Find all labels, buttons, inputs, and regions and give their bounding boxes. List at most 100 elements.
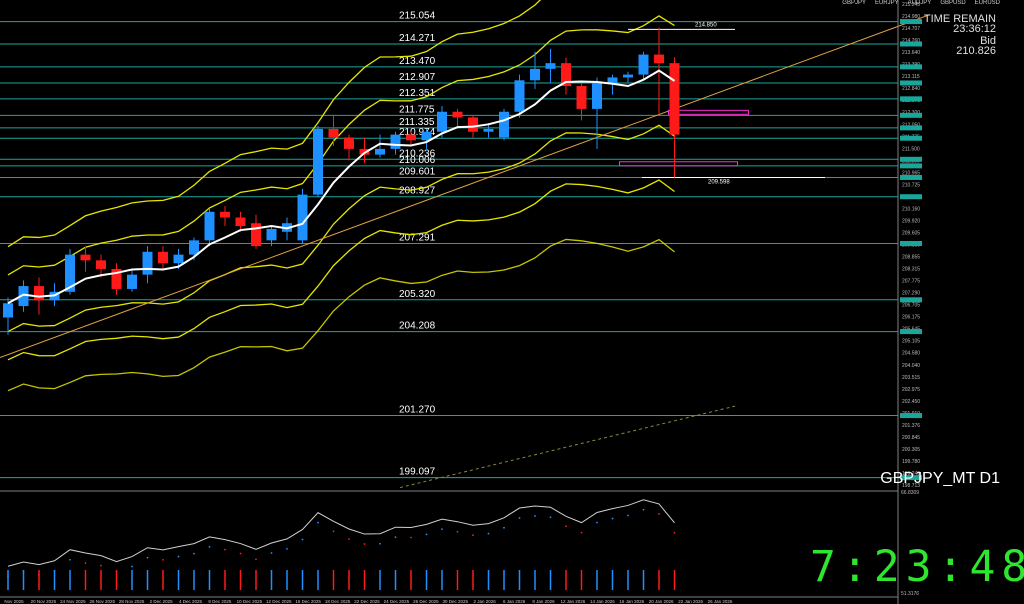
oscillator-dot <box>53 569 56 572</box>
level-axis-tag <box>900 135 922 141</box>
zone-box <box>668 109 749 115</box>
candle-body <box>344 137 354 149</box>
oscillator-dot <box>487 532 490 535</box>
price-tick-label: 213.115 <box>902 74 920 80</box>
oscillator-dot <box>84 562 87 564</box>
candle-body <box>18 286 29 307</box>
candle-body <box>142 251 153 275</box>
oscillator-dot <box>658 513 660 515</box>
price-tick-label: 209.920 <box>902 218 920 224</box>
date-tick-label: 16 Jan 2026 <box>619 599 644 604</box>
symbol-tab[interactable]: EURJPY <box>874 0 899 6</box>
date-axis: Nov 2025 20 Nov 2025 24 Nov 2025 26 Nov 202… <box>0 596 898 604</box>
oscillator-dot <box>472 534 474 537</box>
price-tick-label: 205.105 <box>902 339 920 345</box>
price-axis: 215.245214.980214.707214.260213.640213.3… <box>897 0 922 604</box>
symbol-tab[interactable]: EURUSD <box>974 0 1000 6</box>
candle-body <box>669 63 680 135</box>
candle-body <box>499 111 509 138</box>
date-tick-label: 2 Dec 2025 <box>150 599 174 604</box>
candle-body <box>390 134 401 149</box>
price-tick-label: 214.707 <box>902 26 920 32</box>
level-axis-tag <box>900 475 922 481</box>
price-tick-label: 207.775 <box>902 279 920 285</box>
candle-body <box>607 77 618 84</box>
band-line <box>7 15 675 276</box>
candle-body <box>576 86 587 109</box>
price-tick-label: 208.315 <box>902 267 920 273</box>
level-label: 215.054 <box>399 11 436 22</box>
date-tick-label: Nov 2025 <box>4 599 24 604</box>
level-axis-tag <box>900 297 922 303</box>
price-tick-label: 209.605 <box>902 230 920 236</box>
level-axis-tag <box>900 240 922 246</box>
date-tick-label: 12 Dec 2025 <box>266 599 292 604</box>
oscillator-bottom-label: 51.3176 <box>901 591 919 597</box>
level-label: 208.927 <box>399 186 436 197</box>
level-label: 211.335 <box>399 117 435 128</box>
date-tick-label: 20 Nov 2025 <box>31 599 57 604</box>
date-tick-label: 24 Nov 2025 <box>60 599 86 604</box>
candle-body <box>313 128 323 195</box>
level-label: 212.907 <box>399 72 436 83</box>
candle-body <box>483 128 494 132</box>
oscillator-top-label: 66.8309 <box>901 490 919 496</box>
level-axis-tag <box>900 125 922 131</box>
level-label: 211.775 <box>399 104 435 115</box>
price-tick-label: 210.725 <box>902 182 920 188</box>
level-label: 210.974 <box>399 127 436 138</box>
price-tick-label: 211.500 <box>902 146 920 152</box>
oscillator-dot <box>642 508 645 511</box>
candle-body <box>173 254 184 264</box>
candle-body <box>127 274 137 289</box>
oscillator-dot <box>239 552 242 555</box>
oscillator-dot <box>627 514 629 517</box>
price-tick-label: 206.705 <box>902 303 920 309</box>
oscillator-dot <box>131 565 133 568</box>
candle-body <box>34 286 44 301</box>
date-tick-label: 24 Dec 2025 <box>384 599 410 604</box>
band-lines: 214.850 209.598 <box>0 0 931 489</box>
level-label: 205.320 <box>399 289 436 300</box>
level-label: 212.351 <box>399 88 436 99</box>
date-tick-label: 8 Dec 2025 <box>208 599 232 604</box>
symbol-tab[interactable]: GBPJPY <box>842 0 866 6</box>
date-tick-label: 20 Jan 2026 <box>649 599 674 604</box>
oscillator-dot <box>224 548 226 551</box>
candle-body <box>592 83 602 109</box>
clock-display: 7:23:48 <box>810 542 1024 592</box>
level-label: 213.470 <box>399 56 436 67</box>
high-marker-label: 214.850 <box>695 22 717 28</box>
date-tick-label: 30 Dec 2025 <box>442 599 468 604</box>
level-label: 199.097 <box>399 467 436 478</box>
oscillator-dot <box>425 533 428 536</box>
oscillator-dot <box>363 543 366 545</box>
price-tick-label: 210.965 <box>902 170 920 176</box>
price-tick-label: 213.640 <box>902 50 920 56</box>
oscillator-dot <box>332 530 335 533</box>
date-tick-label: 22 Dec 2025 <box>354 599 380 604</box>
oscillator-dot <box>22 571 25 573</box>
oscillator-dot <box>317 521 319 524</box>
band-line <box>7 179 675 361</box>
moving-average <box>7 69 676 305</box>
oscillator-dot <box>410 536 412 539</box>
level-axis-tag <box>900 163 922 169</box>
level-label: 201.270 <box>399 405 436 416</box>
date-tick-label: 18 Dec 2025 <box>325 599 351 604</box>
symbol-tab[interactable]: AUDJPY <box>907 0 932 6</box>
price-tick-label: 215.245 <box>902 2 920 8</box>
candle-body <box>297 194 308 241</box>
oscillator-panel: 66.8309 51.3176 <box>0 490 919 597</box>
symbol-tabs: GBPJPY EURJPY AUDJPY GBPUSD EURUSD <box>833 0 1000 6</box>
level-axis-tag <box>900 174 922 180</box>
candle-body <box>530 68 540 81</box>
date-tick-label: 6 Jan 2026 <box>503 599 526 604</box>
zone-box <box>619 161 738 167</box>
price-tick-label: 210.160 <box>902 206 920 212</box>
bid-label: Bid <box>980 35 996 47</box>
oscillator-dot <box>286 547 288 550</box>
symbol-tab[interactable]: GBPUSD <box>940 0 966 6</box>
